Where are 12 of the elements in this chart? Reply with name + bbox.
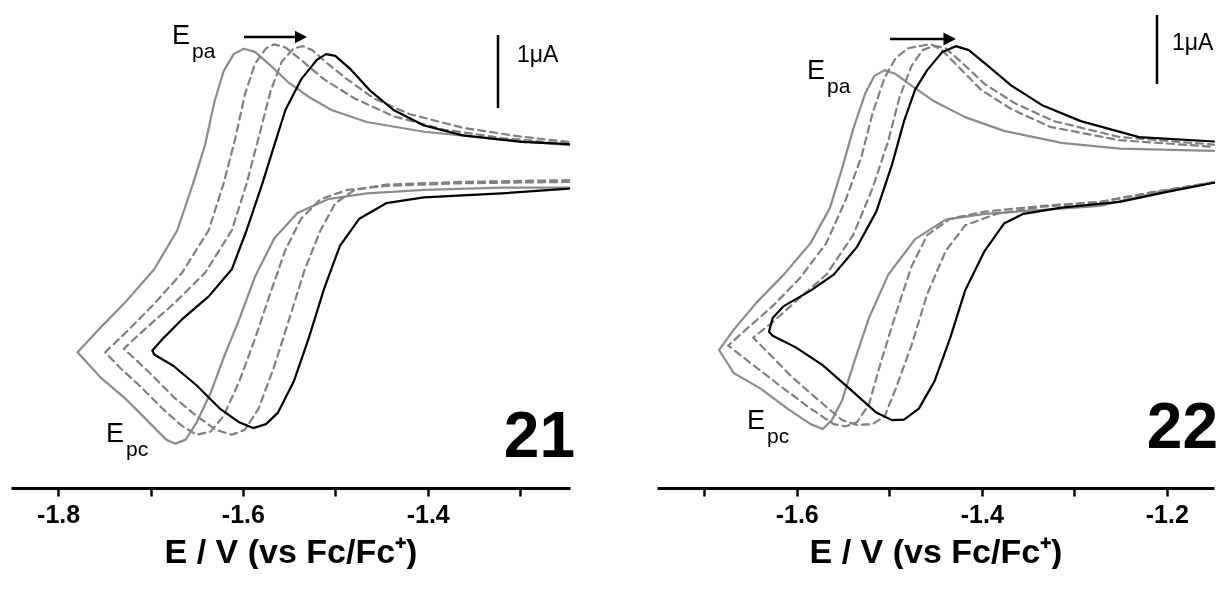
x-axis-title: E / V (vs Fc/Fc⁺) xyxy=(164,531,418,570)
annotation: 21 xyxy=(503,399,575,471)
x-tick-label: -1.6 xyxy=(775,499,819,528)
annotation: 1μA xyxy=(1172,29,1215,55)
x-axis-title: E / V (vs Fc/Fc⁺) xyxy=(809,531,1063,570)
x-tick-label: -1.4 xyxy=(406,499,450,528)
x-tick-label: -1.2 xyxy=(1145,499,1189,528)
annotation: 22 xyxy=(1146,390,1218,462)
annotation: 1μA xyxy=(517,41,560,67)
x-tick-label: -1.6 xyxy=(221,499,265,528)
x-tick-label: -1.8 xyxy=(37,499,81,528)
x-tick-label: -1.4 xyxy=(960,499,1004,528)
